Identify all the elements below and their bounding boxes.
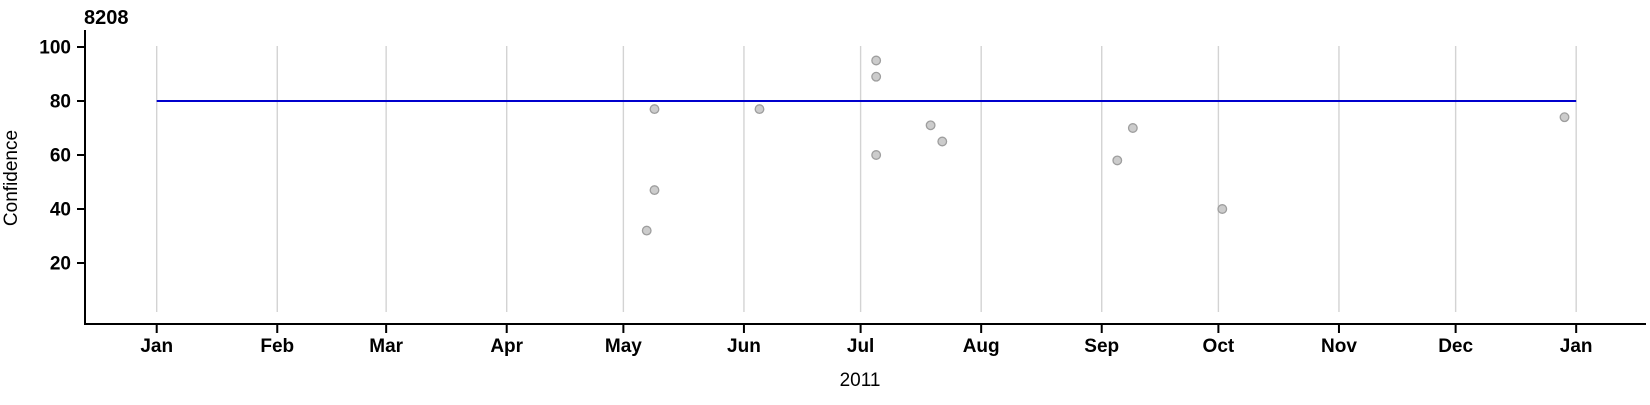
data-point xyxy=(1217,204,1228,214)
data-point xyxy=(871,55,882,66)
data-point xyxy=(641,225,652,236)
y-tick-label: 100 xyxy=(39,38,71,59)
data-point xyxy=(649,104,660,115)
axis-lines xyxy=(84,30,1646,325)
data-points xyxy=(641,55,1570,236)
data-point xyxy=(871,71,882,82)
data-point xyxy=(649,185,660,196)
data-point xyxy=(925,120,936,131)
x-tick-label: Oct xyxy=(1203,336,1235,357)
data-point xyxy=(754,104,765,115)
chart-title: 8208 xyxy=(84,7,129,29)
month-gridlines xyxy=(155,46,1577,312)
x-tick-label: Aug xyxy=(963,336,1000,357)
x-tick-label: Jan xyxy=(140,336,173,357)
x-axis-ticks: Jan Feb Mar Apr May Jun Jul Aug Sep Oct Nov Dec Jan xyxy=(140,324,1593,357)
x-tick-label: Jun xyxy=(727,336,761,357)
data-point xyxy=(1112,155,1123,166)
y-tick-label: 40 xyxy=(50,200,71,221)
x-axis-label: 2011 xyxy=(840,370,881,391)
x-tick-label: Jul xyxy=(847,336,874,357)
x-tick-label: Nov xyxy=(1321,336,1357,357)
data-point xyxy=(871,150,882,160)
y-axis-label: Confidence xyxy=(1,130,22,226)
data-point xyxy=(937,136,948,147)
x-tick-label: Feb xyxy=(260,336,294,357)
x-tick-label: Sep xyxy=(1084,336,1119,357)
x-tick-label: Jan xyxy=(1560,336,1593,357)
x-tick-label: Mar xyxy=(369,336,403,357)
x-tick-label: May xyxy=(605,336,642,357)
y-tick-label: 20 xyxy=(50,254,71,275)
y-axis-ticks: 20 40 60 80 100 xyxy=(39,38,85,275)
data-point xyxy=(1559,112,1570,123)
y-tick-label: 80 xyxy=(50,92,71,113)
x-tick-label: Dec xyxy=(1438,336,1473,357)
data-point xyxy=(1127,123,1138,133)
x-tick-label: Apr xyxy=(490,336,523,357)
y-tick-label: 60 xyxy=(50,146,71,167)
